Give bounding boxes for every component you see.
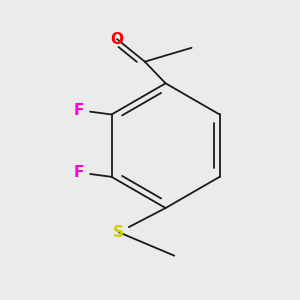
Text: F: F <box>74 103 84 118</box>
Text: S: S <box>113 225 124 240</box>
Text: F: F <box>74 165 84 180</box>
Text: O: O <box>111 32 124 47</box>
